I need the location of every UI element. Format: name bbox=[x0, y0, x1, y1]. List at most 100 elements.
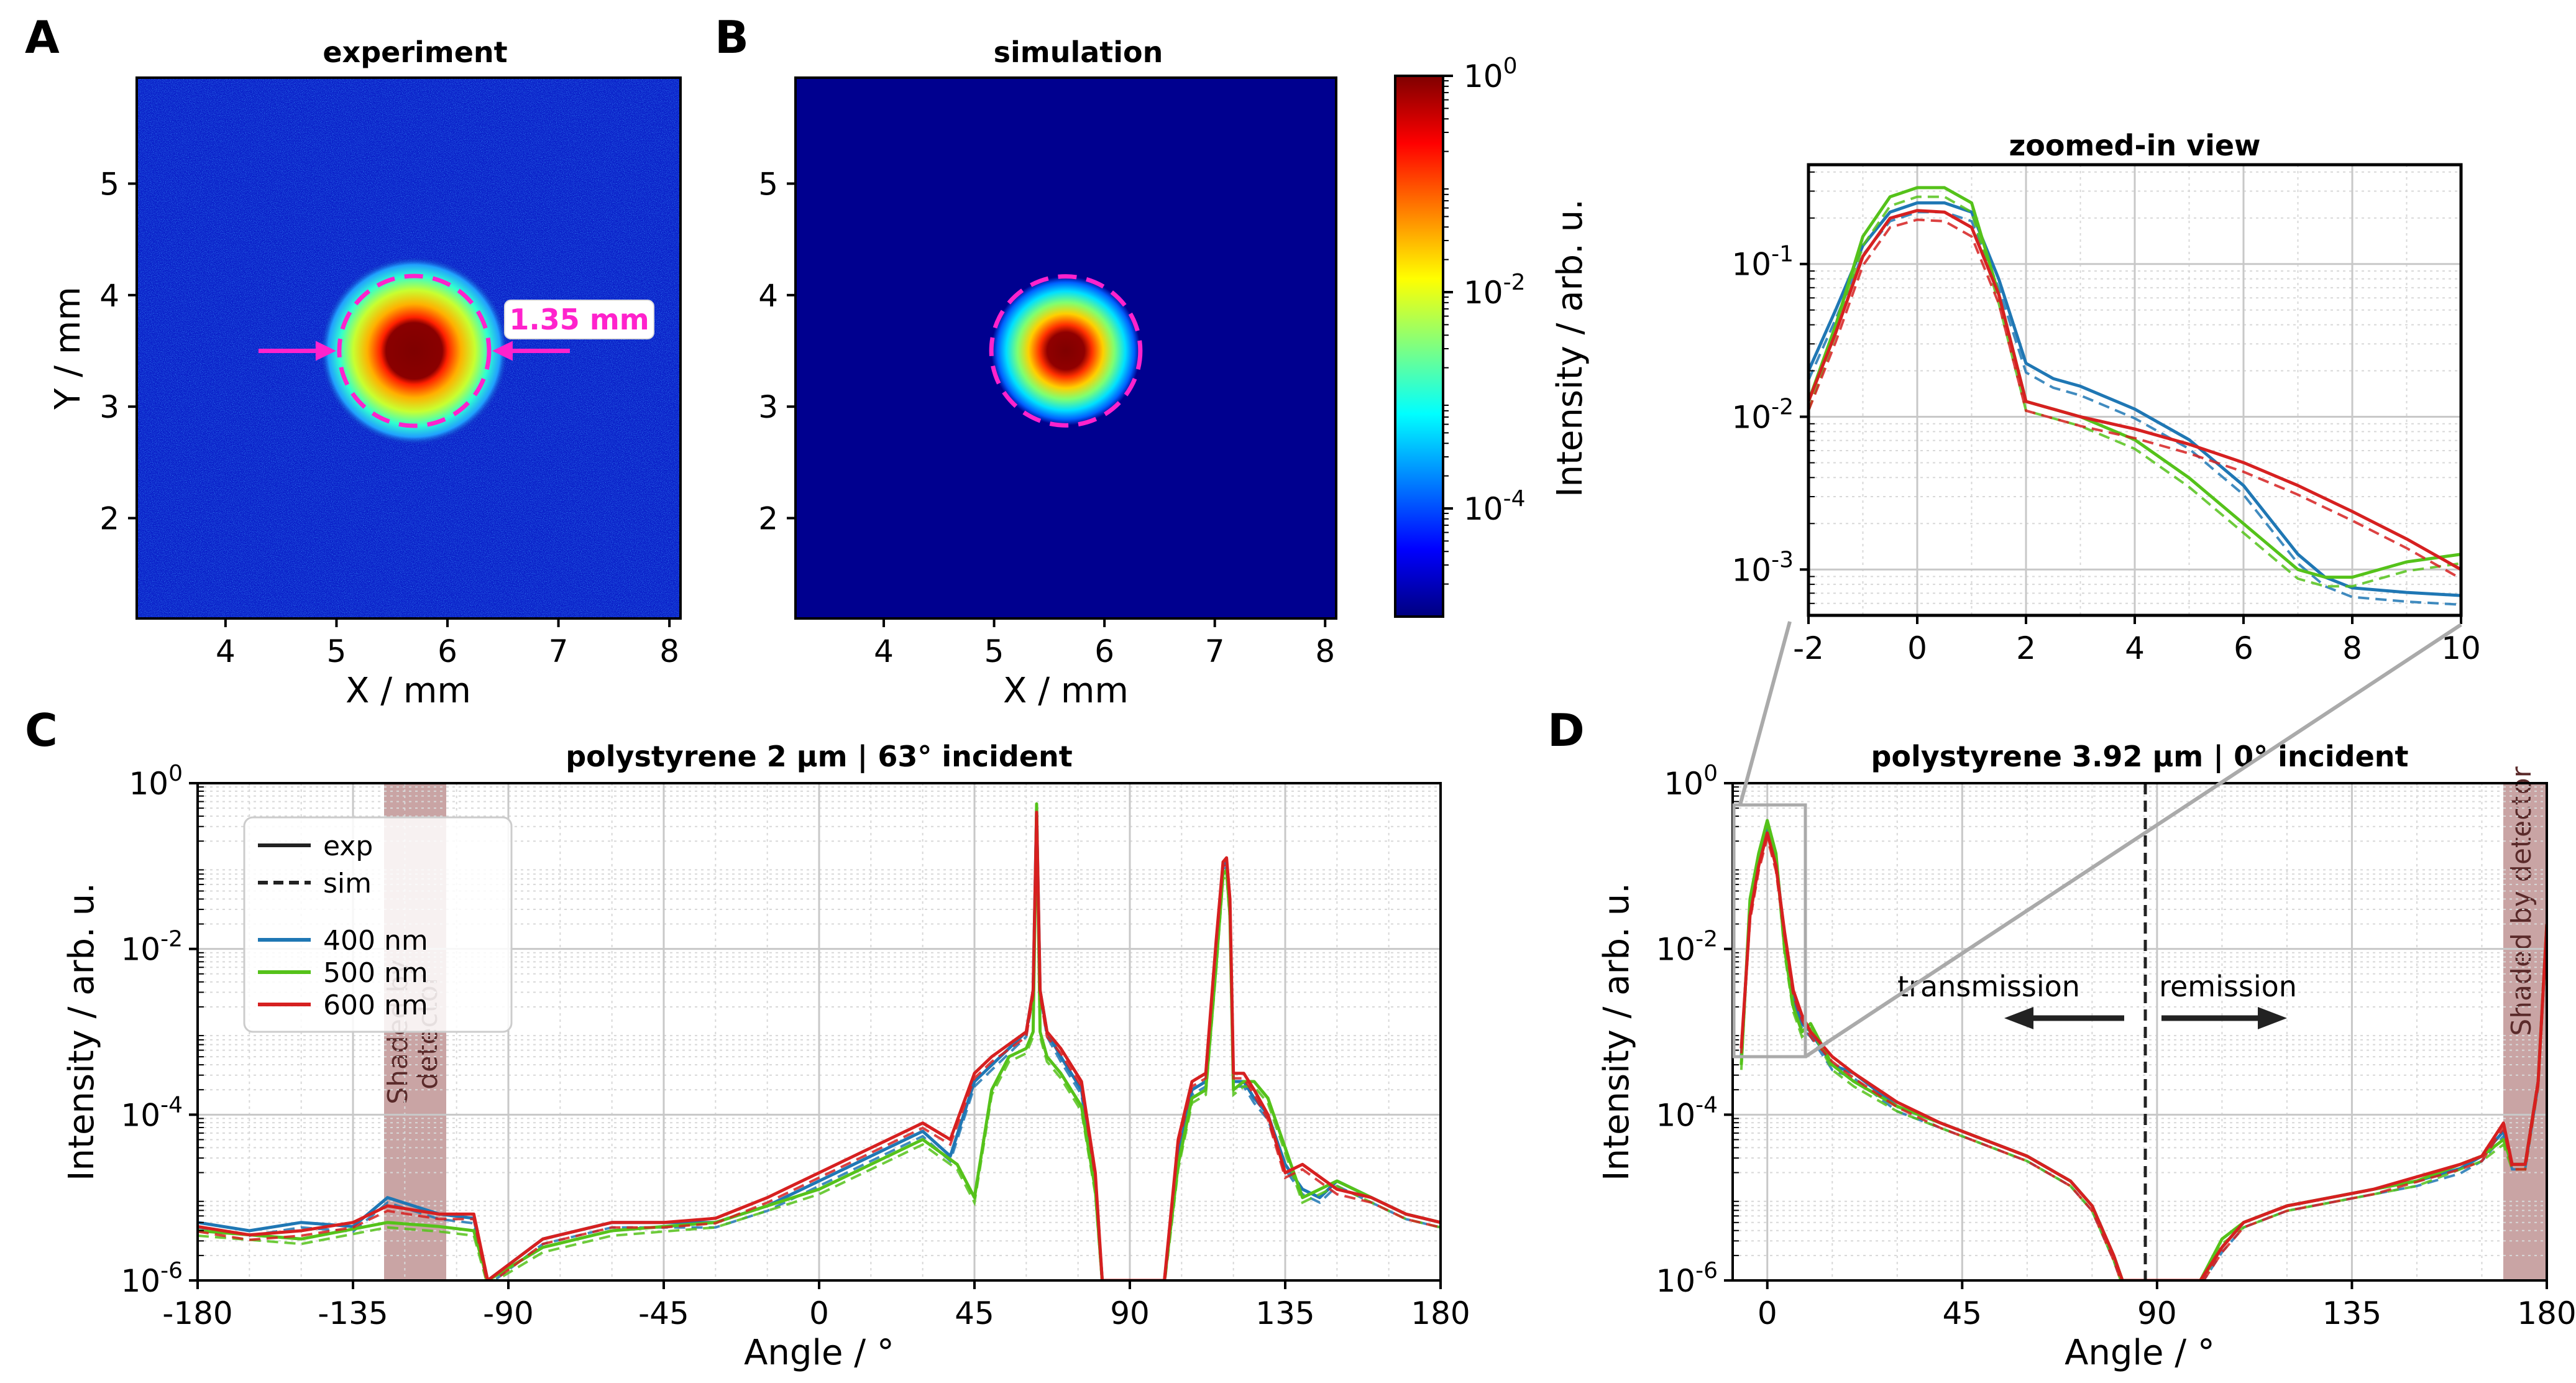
ytick-label: 3 bbox=[99, 389, 119, 425]
xtick-label: 6 bbox=[1094, 633, 1114, 669]
xtick-label: 5 bbox=[984, 633, 1004, 669]
ytick-label: 4 bbox=[99, 278, 119, 314]
transmission-label: transmission bbox=[1897, 970, 2080, 1003]
panel-a-title: experiment bbox=[323, 35, 507, 69]
series-600nm-sim bbox=[1808, 218, 2461, 580]
width-arrows bbox=[258, 341, 570, 361]
panel-a-ylabel: Y / mm bbox=[48, 287, 88, 410]
colorbar-label: Intensity / arb. u. bbox=[1550, 199, 1590, 497]
panel-c-ticks: -180 -135 -90 -45 0 45 90 135 180 100 10-2 10-4 10-6 bbox=[121, 761, 1470, 1331]
zoom-ticks: -2 0 2 4 6 8 10 10-1 10-2 10-3 bbox=[1731, 171, 2481, 666]
ytick-label: 5 bbox=[758, 166, 778, 202]
ytick-label: 10-6 bbox=[1656, 1258, 1718, 1299]
panel-c-title: polystyrene 2 µm | 63° incident bbox=[566, 740, 1073, 774]
xtick-label: 135 bbox=[2322, 1295, 2381, 1331]
xtick-label: 4 bbox=[216, 633, 236, 669]
xtick-label: -180 bbox=[162, 1295, 232, 1331]
panel-b-ticks: 4 5 6 7 8 2 3 4 5 bbox=[758, 166, 1335, 669]
zoom-grid bbox=[1807, 165, 2462, 615]
ytick-label: 3 bbox=[758, 389, 778, 425]
zoom-region-box bbox=[1732, 803, 1807, 1059]
legend-sim-label: sim bbox=[323, 868, 372, 899]
xtick-label: 4 bbox=[2125, 630, 2145, 666]
panel-label-a: A bbox=[25, 11, 60, 63]
xtick-label: 90 bbox=[1110, 1295, 1150, 1331]
colorbar-tick-label: 10-2 bbox=[1464, 270, 1526, 311]
legend-exp-label: exp bbox=[323, 830, 373, 862]
xtick-label: 5 bbox=[327, 633, 347, 669]
ytick-label: 10-1 bbox=[1731, 242, 1794, 283]
annotation-box bbox=[504, 300, 654, 339]
ytick-label: 10-2 bbox=[1656, 927, 1718, 968]
xtick-label: 7 bbox=[1205, 633, 1225, 669]
xtick-label: 45 bbox=[1942, 1295, 1982, 1331]
ytick-label: 10-6 bbox=[121, 1258, 183, 1299]
panel-d-grid bbox=[1733, 782, 2548, 1282]
arrow-right-head bbox=[492, 341, 513, 361]
heatmap-a-spot bbox=[320, 257, 508, 445]
xtick-label: 135 bbox=[1255, 1295, 1314, 1331]
xtick-label: 180 bbox=[2517, 1295, 2576, 1331]
xtick-label: 7 bbox=[549, 633, 569, 669]
arrow-left-head bbox=[315, 341, 336, 361]
series-400nm-sim bbox=[1808, 211, 2461, 606]
panel-zoom: zoomed-in view -2 0 2 4 6 8 10 10-1 10-2 10-3 bbox=[1731, 129, 2481, 1059]
xtick-label: 8 bbox=[2342, 630, 2362, 666]
panel-d-lines bbox=[1739, 819, 2547, 1280]
heatmap-b-spot bbox=[991, 276, 1140, 426]
legend-600-label: 600 nm bbox=[323, 990, 428, 1021]
panel-c-lines bbox=[198, 802, 1441, 1280]
panel-a-xlabel: X / mm bbox=[346, 671, 471, 711]
xtick-label: 90 bbox=[2137, 1295, 2177, 1331]
xtick-label: 8 bbox=[659, 633, 679, 669]
heatmap-b-ring bbox=[989, 274, 1143, 428]
panel-c-xlabel: Angle / ° bbox=[744, 1333, 894, 1373]
colorbar bbox=[1394, 75, 1444, 618]
xtick-label: 8 bbox=[1315, 633, 1335, 669]
zoom-title: zoomed-in view bbox=[2009, 129, 2260, 162]
panel-d-ylabel: Intensity / arb. u. bbox=[1597, 883, 1637, 1181]
panel-a: A experiment 1.35 mm 4 5 6 7 8 2 3 4 5 X / mm Y … bbox=[25, 11, 682, 711]
panel-label-c: C bbox=[25, 704, 58, 756]
zoom-connector-left bbox=[1738, 621, 1792, 806]
ytick-label: 2 bbox=[99, 501, 119, 537]
series-600nm-exp bbox=[1808, 209, 2461, 571]
xtick-label: 6 bbox=[2234, 630, 2253, 666]
ytick-label: 10-2 bbox=[121, 927, 183, 968]
ytick-label: 10-2 bbox=[1731, 395, 1794, 436]
ytick-label: 4 bbox=[758, 278, 778, 314]
xtick-label: 0 bbox=[809, 1295, 829, 1331]
ytick-label: 100 bbox=[1664, 761, 1718, 802]
ytick-label: 2 bbox=[758, 501, 778, 537]
xtick-label: 0 bbox=[1907, 630, 1927, 666]
xtick-label: -2 bbox=[1793, 630, 1824, 666]
remission-arrow bbox=[2161, 1007, 2287, 1029]
panel-b-title: simulation bbox=[994, 35, 1163, 69]
xtick-label: 180 bbox=[1411, 1295, 1470, 1331]
panel-label-d: D bbox=[1547, 704, 1585, 756]
ytick-label: 10-3 bbox=[1731, 547, 1794, 588]
ytick-label: 10-4 bbox=[121, 1092, 183, 1133]
xtick-label: 4 bbox=[874, 633, 894, 669]
transmission-arrow bbox=[2004, 1007, 2124, 1029]
zoom-lines bbox=[1808, 186, 2461, 606]
panel-d-title: polystyrene 3.92 µm | 0° incident bbox=[1871, 740, 2408, 774]
legend-400-label: 400 nm bbox=[323, 925, 428, 957]
xtick-label: -90 bbox=[483, 1295, 534, 1331]
xtick-label: 10 bbox=[2441, 630, 2481, 666]
panel-c-ylabel: Intensity / arb. u. bbox=[62, 883, 102, 1181]
ytick-label: 10-4 bbox=[1656, 1092, 1718, 1133]
panel-d: D polystyrene 3.92 µm | 0° incident Shad… bbox=[1547, 704, 2576, 1373]
panel-d-ticks: 0 45 90 135 180 100 10-2 10-4 10-6 bbox=[1656, 761, 2576, 1331]
series-600nm-sim bbox=[1739, 833, 2547, 1280]
panel-a-frame bbox=[135, 76, 682, 620]
panel-b-xlabel: X / mm bbox=[1003, 671, 1129, 711]
panel-a-ticks: 4 5 6 7 8 2 3 4 5 bbox=[99, 166, 679, 669]
panel-d-shade-text: Shaded by detector bbox=[2506, 766, 2537, 1036]
colorbar-ticks: 100 10-2 10-4 bbox=[1443, 53, 1526, 585]
remission-label: remission bbox=[2159, 970, 2297, 1003]
panel-b: B simulation 4 5 6 7 8 2 3 4 5 X / mm 100 10-2 10-… bbox=[715, 11, 1590, 711]
panel-d-xlabel: Angle / ° bbox=[2065, 1333, 2215, 1373]
legend-box bbox=[243, 816, 513, 1033]
width-annotation: 1.35 mm bbox=[509, 303, 649, 336]
